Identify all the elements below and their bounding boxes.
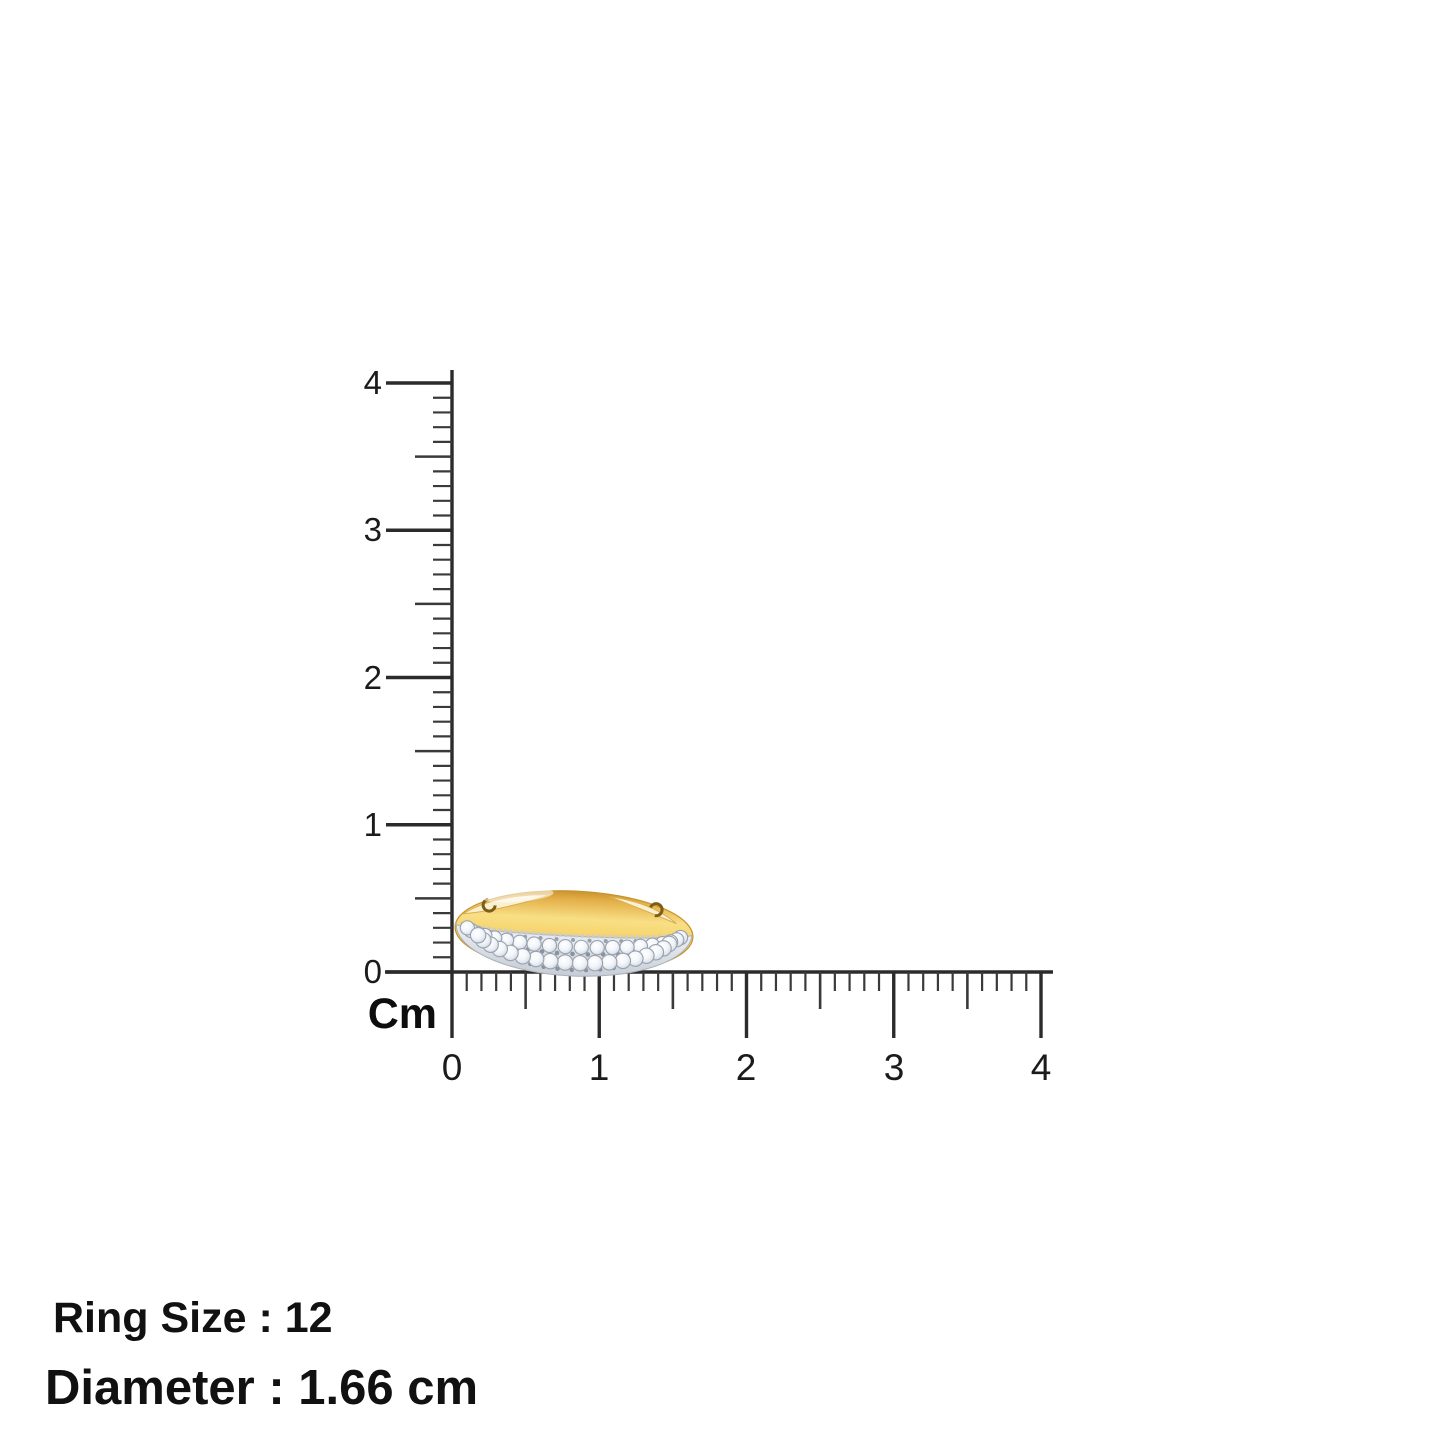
diamond-stone: [526, 936, 542, 952]
vertical-ruler-label-3cm: 3: [364, 511, 382, 548]
vertical-ruler-label-4cm: 4: [364, 364, 382, 401]
ring-inner-opening-right: [609, 896, 677, 925]
ring-size-caption: Ring Size : 12: [53, 1294, 333, 1342]
prong-dot: [554, 950, 560, 956]
gold-diamond-ring: [454, 888, 694, 977]
vertical-ruler-label-2cm: 2: [364, 659, 382, 696]
ring-diamond-stones: [459, 920, 689, 973]
diamond-stone: [556, 954, 574, 971]
prong-dot: [587, 938, 592, 943]
diamond-stone: [589, 940, 605, 956]
diamond-stone: [601, 954, 618, 971]
horizontal-ruler-label-3cm: 3: [884, 1047, 905, 1088]
ring-gold-highlight: [481, 888, 554, 903]
vertical-ruler-ticks: [386, 381, 452, 974]
horizontal-ruler-label-1cm: 1: [589, 1047, 610, 1088]
ring-inner-shadow-curl-right: [648, 902, 664, 918]
horizontal-ruler-ticks: [450, 972, 1043, 1038]
ring-inner-shadow-curl-left: [481, 897, 497, 913]
diameter-caption: Diameter : 1.66 cm: [45, 1361, 479, 1415]
vertical-ruler-label-1cm: 1: [364, 806, 382, 843]
horizontal-ruler-label-2cm: 2: [736, 1047, 757, 1088]
prong-dot: [569, 967, 574, 973]
prong-dot: [555, 966, 560, 971]
prong-dot: [585, 952, 591, 957]
ruler-unit-label: Cm: [368, 990, 437, 1038]
prong-dot: [571, 937, 576, 942]
prong-dot: [554, 937, 559, 942]
prong-dot: [603, 939, 608, 944]
diamond-stone: [469, 927, 487, 944]
diamond-stone: [557, 938, 573, 955]
diamond-stone: [586, 954, 604, 972]
diamond-stone: [573, 939, 589, 955]
diamond-stone: [604, 939, 621, 956]
vertical-ruler-label-0cm: 0: [364, 953, 382, 990]
diamond-stone: [541, 937, 558, 954]
diamond-stone: [571, 954, 589, 972]
horizontal-ruler-label-0cm: 0: [442, 1047, 463, 1088]
horizontal-ruler-label-4cm: 4: [1031, 1047, 1052, 1088]
prong-dot: [570, 951, 575, 957]
diamond-stone: [542, 952, 559, 970]
ruler-assembly: 4 3 2 1 0 0 1 2 3 4 Cm: [364, 364, 1053, 1088]
